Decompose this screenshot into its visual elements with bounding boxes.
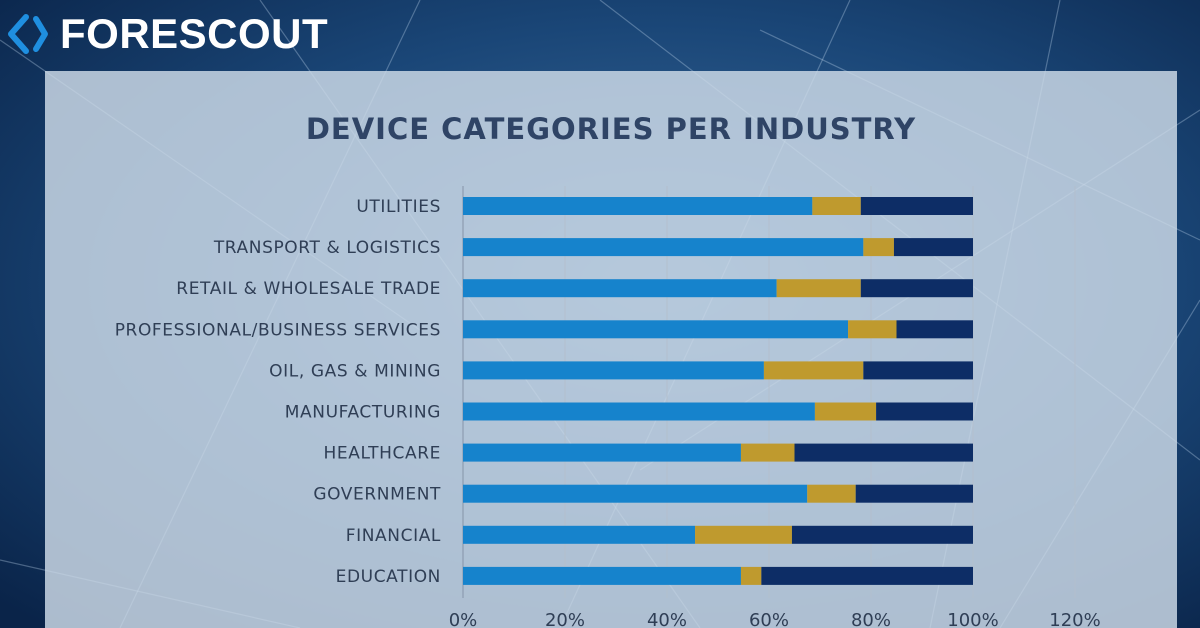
bar-segment bbox=[763, 361, 864, 380]
category-label: UTILITIES bbox=[356, 197, 441, 217]
bar-segment bbox=[463, 525, 696, 544]
bar-segment bbox=[463, 484, 808, 503]
bar-segment bbox=[463, 320, 849, 339]
x-tick-label: 20% bbox=[545, 610, 585, 628]
bar-segment bbox=[740, 443, 795, 462]
category-label: HEALTHCARE bbox=[323, 444, 441, 464]
bar-segment bbox=[776, 279, 861, 298]
bar-segment bbox=[814, 402, 877, 421]
x-tick-label: 60% bbox=[749, 610, 789, 628]
forescout-chevron-logo-icon bbox=[8, 14, 48, 54]
bar-segment bbox=[791, 525, 973, 544]
bar-segment bbox=[463, 361, 764, 380]
bar-segment bbox=[761, 566, 973, 585]
x-tick-label: 120% bbox=[1049, 610, 1100, 628]
category-label: GOVERNMENT bbox=[313, 485, 441, 505]
bar-segment bbox=[794, 443, 973, 462]
bar-segment bbox=[740, 566, 762, 585]
bar-segment bbox=[807, 484, 856, 503]
bar-segment bbox=[876, 402, 973, 421]
brand-name: FORESCOUT bbox=[60, 10, 329, 57]
bar-segment bbox=[896, 320, 973, 339]
bar-segment bbox=[863, 361, 973, 380]
category-label: RETAIL & WHOLESALE TRADE bbox=[176, 279, 441, 299]
category-label: MANUFACTURING bbox=[285, 403, 441, 423]
x-tick-label: 0% bbox=[449, 610, 478, 628]
x-tick-label: 100% bbox=[947, 610, 998, 628]
bar-segment bbox=[463, 443, 741, 462]
bar-segment bbox=[855, 484, 973, 503]
bar-segment bbox=[860, 197, 973, 215]
category-label: PROFESSIONAL/BUSINESS SERVICES bbox=[115, 320, 441, 340]
bar-segment bbox=[812, 197, 861, 215]
category-label: FINANCIAL bbox=[346, 526, 441, 546]
forescout-logo[interactable]: FORESCOUT bbox=[6, 8, 328, 60]
bar-segment bbox=[463, 238, 864, 257]
bar-segment bbox=[463, 279, 777, 298]
category-label: EDUCATION bbox=[336, 567, 441, 587]
bar-segment bbox=[893, 238, 973, 257]
category-label: OIL, GAS & MINING bbox=[269, 361, 441, 381]
chart-title: DEVICE CATEGORIES PER INDUSTRY bbox=[305, 112, 917, 146]
bar-segment bbox=[463, 402, 815, 421]
bar-segment bbox=[463, 197, 813, 215]
bar-segment bbox=[848, 320, 897, 339]
x-tick-label: 80% bbox=[851, 610, 891, 628]
x-tick-label: 40% bbox=[647, 610, 687, 628]
bar-segment bbox=[695, 525, 792, 544]
category-label: TRANSPORT & LOGISTICS bbox=[213, 238, 441, 258]
bar-segment bbox=[463, 566, 741, 585]
bar-segment bbox=[863, 238, 894, 257]
bar-segment bbox=[860, 279, 973, 298]
